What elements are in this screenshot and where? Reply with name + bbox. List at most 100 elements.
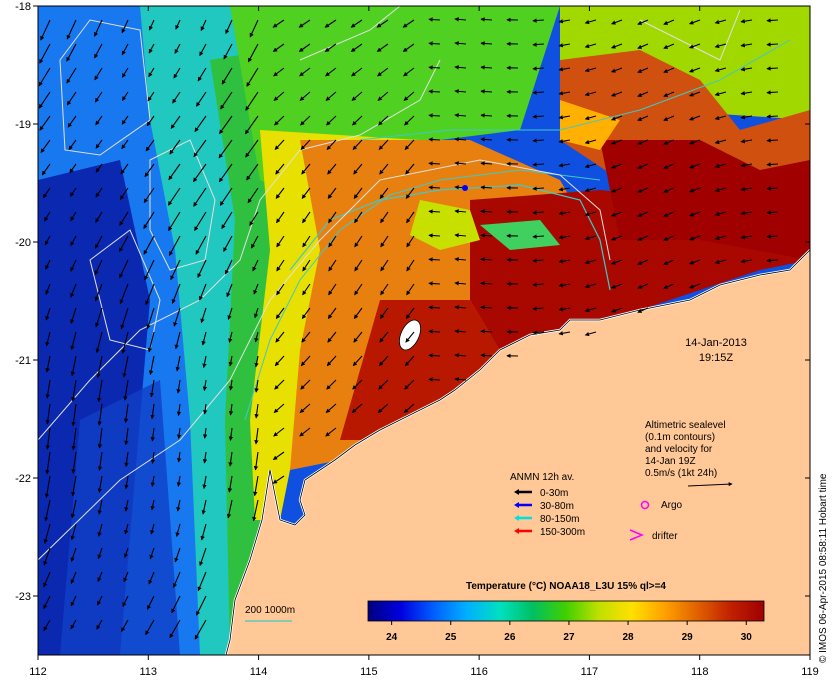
velocity-arrow [38,67,51,87]
colorbar-ticks: 24 25 26 27 28 29 30 [386,621,752,643]
velocity-arrow [228,355,233,367]
velocity-arrow [298,19,311,28]
velocity-arrow [121,67,129,78]
velocity-arrow [584,211,597,217]
velocity-arrow [123,547,129,559]
velocity-arrow [406,283,415,296]
velocity-arrow [611,235,623,241]
velocity-arrow [766,210,779,215]
velocity-arrow [637,67,649,73]
velocity-arrow [428,65,441,70]
velocity-arrow [299,91,311,101]
velocity-arrow [428,353,441,358]
velocity-arrow [194,619,207,640]
velocity-arrow [45,379,51,399]
velocity-arrow [532,138,545,143]
velocity-arrow [611,283,623,289]
velocity-arrow [325,403,337,414]
velocity-arrow [714,187,727,193]
velocity-arrow [299,67,311,77]
velocity-arrow [428,161,441,166]
velocity-arrow [558,283,571,288]
argo-legend-icon [640,500,650,510]
velocity-arrow [250,235,259,249]
velocity-arrow [97,523,103,537]
velocity-arrow [194,211,207,232]
lon-tick-label: 117 [581,666,599,678]
velocity-arrow [584,307,597,313]
velocity-arrow [218,139,233,159]
velocity-arrow [584,187,597,193]
velocity-arrow [328,259,337,272]
velocity-arrow [714,19,727,25]
velocity-arrow [173,307,181,327]
velocity-arrow [376,19,389,28]
velocity-arrow [299,427,311,437]
velocity-arrow [43,571,51,588]
velocity-arrow [428,233,441,238]
velocity-arrow [69,187,77,197]
velocity-arrow [45,427,51,450]
velocity-arrow [301,187,311,199]
velocity-arrow [350,43,363,52]
velocity-arrow [584,139,597,145]
velocity-arrow [428,113,441,118]
velocity-arrow [170,259,181,281]
velocity-arrow [301,331,311,343]
velocity-arrow [766,234,779,239]
velocity-arrow [454,161,467,166]
velocity-arrow [532,66,545,71]
velocity-arrow [95,115,103,126]
velocity-arrow [403,91,415,101]
velocity-arrow [714,139,727,145]
velocity-arrow [95,139,103,149]
velocity-arrow [584,331,597,337]
velocity-arrow [273,91,285,101]
velocity-arrow [193,187,207,207]
velocity-arrow [254,427,259,445]
velocity-arrow [327,307,337,320]
velocity-arrow [43,595,51,610]
velocity-arrow [143,235,155,255]
velocity-arrow [328,283,337,296]
legend-arrow-head [514,489,519,495]
velocity-arrow [44,475,51,499]
velocity-arrow [148,19,155,31]
velocity-arrow [193,163,207,183]
velocity-arrow [43,547,51,566]
velocity-arrow [740,91,753,96]
velocity-arrow [353,331,363,343]
velocity-arrow [480,17,493,22]
velocity-arrow [558,91,571,96]
velocity-arrow [67,115,77,128]
velocity-arrow [454,281,467,286]
velocity-arrow [766,186,779,191]
velocity-arrow [228,403,234,416]
velocity-arrow [480,161,493,166]
velocity-arrow [124,499,129,512]
velocity-arrow [532,42,545,47]
velocity-arrow [584,283,597,289]
velocity-arrow [611,307,623,313]
legend-item-label: 80-150m [540,514,579,525]
velocity-arrow [42,187,51,199]
velocity-arrow [228,451,233,467]
velocity-arrow [194,115,207,133]
velocity-arrow [97,571,103,583]
velocity-arrow [228,427,234,441]
velocity-arrow [663,211,675,217]
velocity-arrow [324,43,337,52]
velocity-arrow [97,595,103,606]
velocity-arrow [766,90,779,95]
velocity-arrow [66,43,77,62]
velocity-arrow [146,595,155,610]
velocity-arrow [532,258,545,263]
velocity-arrow [219,115,233,135]
velocity-arrow [766,18,779,23]
altimetry-note-2: (0.1m contours) [645,432,715,443]
velocity-arrow [247,187,259,204]
velocity-arrow [300,379,311,390]
velocity-arrow [254,355,259,368]
velocity-arrow [325,427,337,437]
velocity-arrow [378,139,389,151]
